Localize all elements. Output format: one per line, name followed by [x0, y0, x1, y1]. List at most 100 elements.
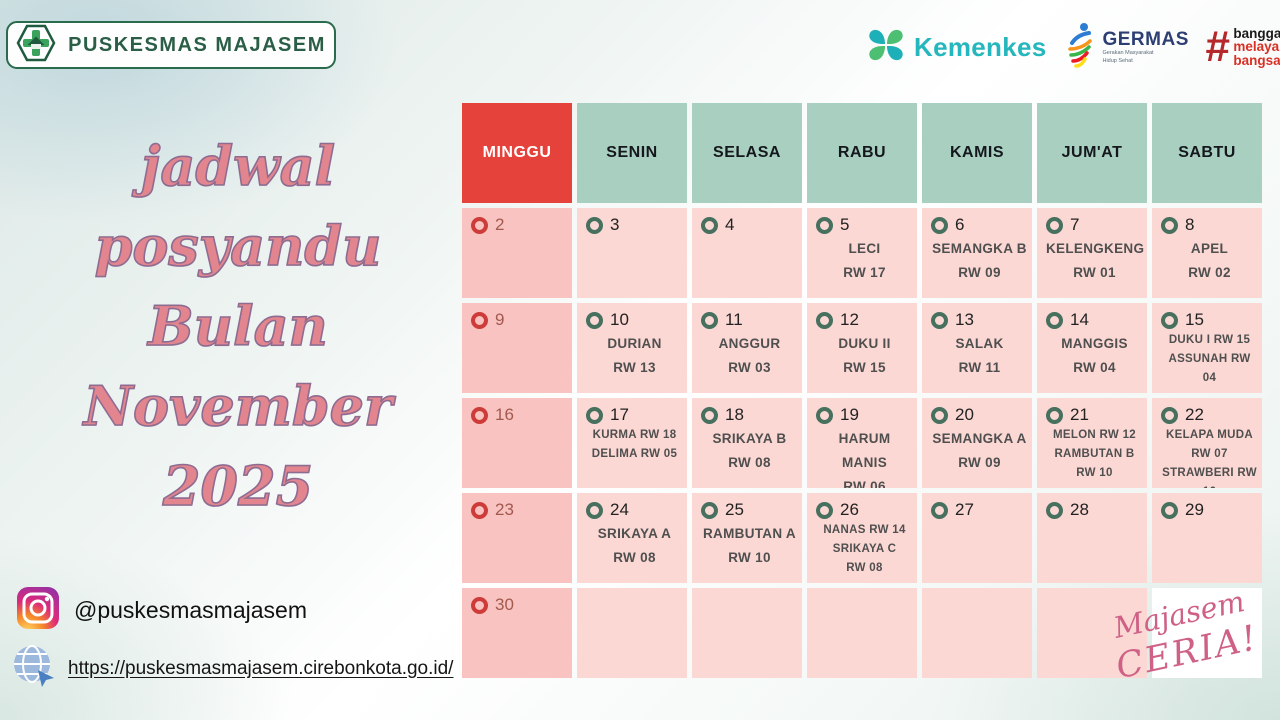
posyandu-event: SALAK RW 11: [955, 336, 1004, 375]
date-number: 12: [840, 310, 859, 329]
weekday-header-selasa: SELASA: [692, 103, 802, 203]
calendar-cell-17: 17 KURMA RW 18 DELIMA RW 05: [577, 398, 687, 488]
calendar-cell-10: 10 DURIAN RW 13: [577, 303, 687, 393]
date-ring-icon: [931, 501, 948, 519]
germas-icon: [1062, 21, 1098, 74]
date-ring-icon: [701, 501, 718, 519]
instagram-handle[interactable]: @puskesmasmajasem: [74, 597, 307, 623]
posyandu-event: APEL RW 02: [1188, 241, 1231, 280]
date-ring-icon: [586, 216, 603, 234]
title-line-5: 2025: [162, 453, 314, 519]
posyandu-event: KURMA RW 18 DELIMA RW 05: [591, 429, 678, 460]
calendar-cell-11: 11 ANGGUR RW 03: [692, 303, 802, 393]
date-number: 16: [495, 405, 514, 424]
date-number: 4: [725, 215, 735, 234]
date-ring-icon: [701, 216, 718, 234]
date-ring-icon: [1046, 311, 1063, 329]
germas-text: GERMAS Gerakan Masyarakat Hidup Sehat: [1102, 30, 1188, 64]
calendar-cell-23: 23: [462, 493, 572, 583]
calendar-cell-6: 6 SEMANGKA B RW 09: [922, 208, 1032, 298]
hashtag-icon: #: [1204, 22, 1230, 71]
weekday-header-senin: SENIN: [577, 103, 687, 203]
weekday-header-rabu: RABU: [807, 103, 917, 203]
posyandu-event: DUKU II RW 15: [838, 336, 891, 375]
calendar-cell-18: 18 SRIKAYA B RW 08: [692, 398, 802, 488]
bangga-line-3: bangsa: [1233, 52, 1280, 68]
posyandu-event: MELON RW 12 RAMBUTAN B RW 10: [1053, 429, 1136, 479]
calendar-cell-12: 12 DUKU II RW 15: [807, 303, 917, 393]
date-number: 5: [840, 215, 850, 234]
website-url[interactable]: https://puskesmasmajasem.cirebonkota.go.…: [68, 657, 454, 679]
date-number: 11: [725, 310, 743, 329]
posyandu-event: RAMBUTAN A RW 10: [703, 526, 796, 565]
date-ring-icon: [701, 406, 718, 424]
date-number: 6: [955, 215, 965, 234]
poster-title: jadwal posyandu Bulan November 2025: [28, 126, 448, 526]
calendar-cell-15: 15 DUKU I RW 15 ASSUNAH RW 04: [1152, 303, 1262, 393]
date-ring-icon: [816, 311, 833, 329]
date-number: 13: [955, 310, 974, 329]
date-ring-icon: [1161, 406, 1178, 424]
date-number: 19: [840, 405, 859, 424]
posyandu-event: LECI RW 17: [843, 241, 886, 280]
title-line-4: November: [83, 373, 393, 439]
date-number: 24: [610, 500, 629, 519]
calendar-cell-empty: [922, 588, 1032, 678]
kemenkes-icon: [866, 25, 906, 70]
posyandu-event: SEMANGKA A RW 09: [932, 431, 1027, 470]
clinic-badge: PUSKESMAS MAJASEM: [6, 21, 336, 69]
posyandu-event: NANAS RW 14 SRIKAYA C RW 08: [823, 524, 906, 574]
date-ring-icon: [931, 216, 948, 234]
date-number: 30: [495, 595, 514, 614]
weekday-header-jumat: JUM'AT: [1037, 103, 1147, 203]
calendar-cell-empty: [1152, 588, 1262, 678]
date-ring-icon: [1046, 501, 1063, 519]
posyandu-event: HARUM MANIS RW 06: [838, 431, 891, 488]
calendar-cell-21: 21 MELON RW 12 RAMBUTAN B RW 10: [1037, 398, 1147, 488]
date-ring-icon: [586, 311, 603, 329]
weekday-header-sabtu: SABTU: [1152, 103, 1262, 203]
date-ring-icon: [816, 501, 833, 519]
bangga-line-2: melayani: [1233, 39, 1280, 55]
date-number: 18: [725, 405, 744, 424]
germas-tagline-2: Hidup Sehat: [1102, 57, 1133, 64]
date-number: 26: [840, 500, 859, 519]
title-line-2: posyandu: [94, 213, 382, 279]
calendar-cell-24: 24 SRIKAYA A RW 08: [577, 493, 687, 583]
calendar-cell-20: 20 SEMANGKA A RW 09: [922, 398, 1032, 488]
calendar-cell-14: 14 MANGGIS RW 04: [1037, 303, 1147, 393]
germas-label: GERMAS: [1102, 29, 1189, 50]
bangga-text: bangga melayani bangsa: [1233, 27, 1280, 68]
date-number: 2: [495, 215, 505, 234]
calendar-cell-empty: [577, 588, 687, 678]
calendar-cell-2: 2: [462, 208, 572, 298]
calendar-cell-empty: [692, 588, 802, 678]
clinic-name: PUSKESMAS MAJASEM: [68, 33, 326, 56]
weekday-header-kamis: KAMIS: [922, 103, 1032, 203]
calendar-cell-28: 28: [1037, 493, 1147, 583]
date-ring-icon: [931, 311, 948, 329]
calendar-cell-27: 27: [922, 493, 1032, 583]
date-number: 23: [495, 500, 514, 519]
calendar-cell-9: 9: [462, 303, 572, 393]
date-number: 10: [610, 310, 629, 329]
website-row: https://puskesmasmajasem.cirebonkota.go.…: [8, 640, 453, 697]
date-number: 29: [1185, 500, 1204, 519]
date-number: 3: [610, 215, 620, 234]
puskesmas-logo-icon: [16, 23, 56, 68]
kemenkes-logo: Kemenkes: [866, 25, 1046, 70]
date-ring-icon: [471, 311, 488, 329]
title-line-3: Bulan: [147, 293, 328, 359]
posyandu-event: SRIKAYA B RW 08: [712, 431, 787, 470]
date-number: 21: [1070, 405, 1089, 424]
date-number: 25: [725, 500, 744, 519]
calendar-cell-13: 13 SALAK RW 11: [922, 303, 1032, 393]
date-ring-icon: [1161, 311, 1178, 329]
calendar-cell-7: 7 KELENGKENG RW 01: [1037, 208, 1147, 298]
date-ring-icon: [816, 216, 833, 234]
date-number: 20: [955, 405, 974, 424]
date-ring-icon: [586, 406, 603, 424]
bangga-melayani-bangsa-logo: # bangga melayani bangsa: [1204, 22, 1280, 71]
